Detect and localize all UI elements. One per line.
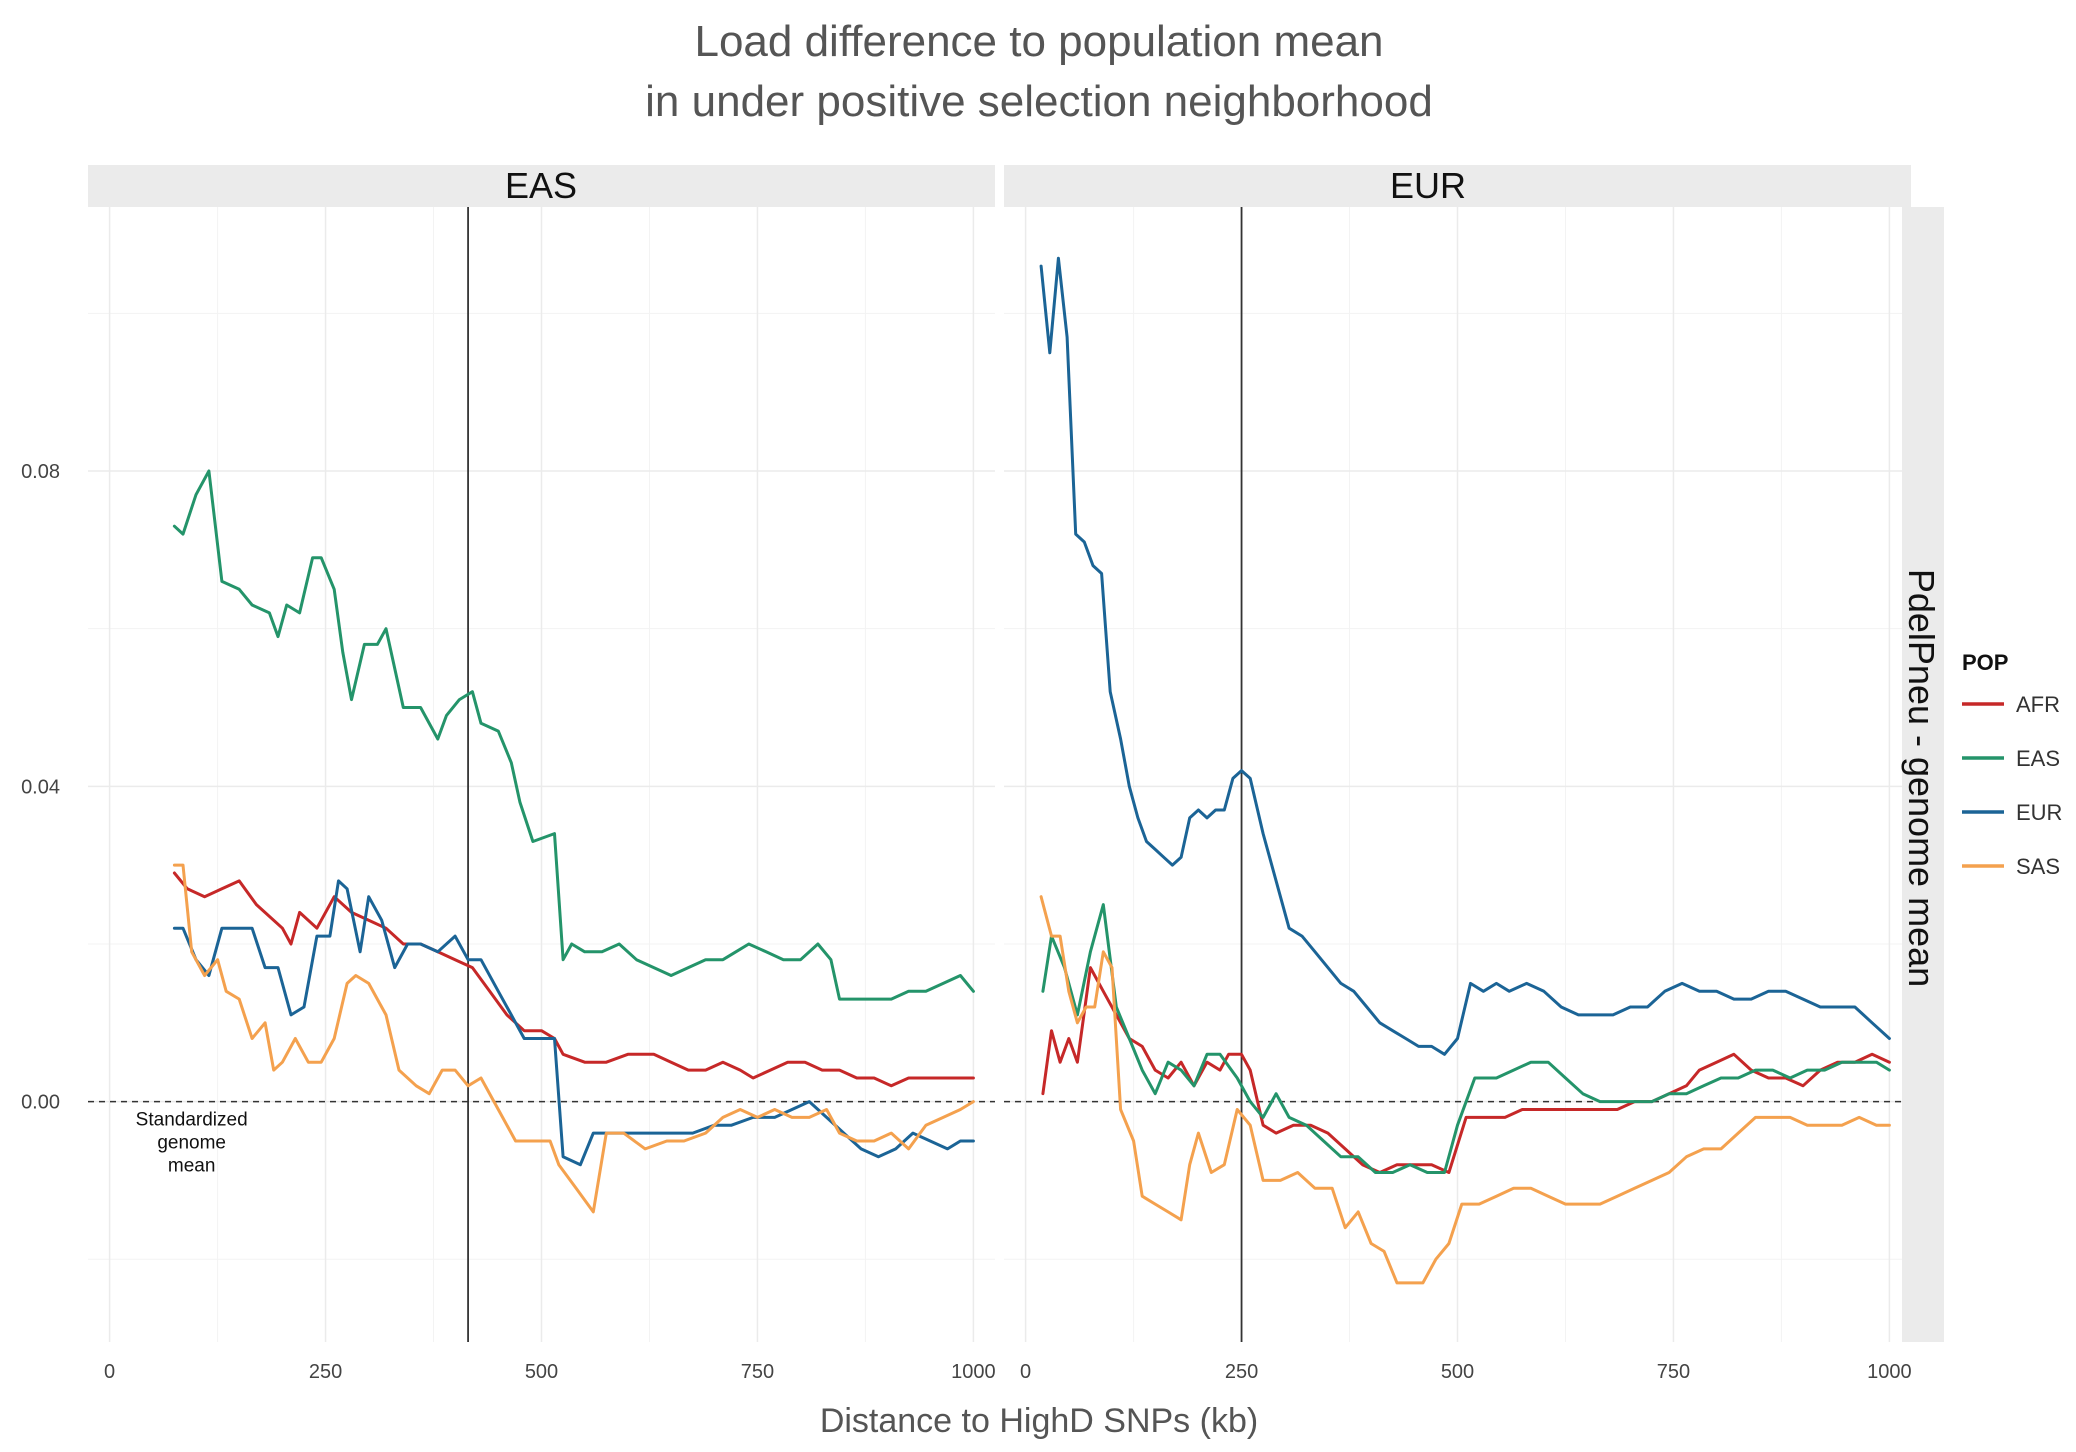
panel-eas-strip: [88, 165, 995, 207]
legend-label-eur: EUR: [2016, 800, 2062, 825]
x-tick-label: 1000: [951, 1361, 996, 1383]
panel-eur-strip-label: EUR: [1390, 165, 1466, 206]
y-axis: 0.00 0.04 0.08: [21, 461, 60, 1114]
x-tick-label: 500: [1441, 1361, 1474, 1383]
legend-label-eas: EAS: [2016, 746, 2060, 771]
series-line-afr-eas: [172, 871, 975, 1088]
x-tick-label: 250: [1225, 1361, 1258, 1383]
x-tick-label: 500: [525, 1361, 558, 1383]
legend-title: POP: [1962, 650, 2008, 675]
series-line-eur-eas: [172, 879, 975, 1167]
series-line-eas-eur: [1041, 903, 1891, 1174]
series-line-afr-eur: [1041, 966, 1891, 1174]
series-line-sas-eas: [172, 863, 975, 1214]
y-tick-label: 0.00: [21, 1092, 60, 1114]
x-tick-label: 750: [741, 1361, 774, 1383]
panel-eur: EUR 0 250 500 750 1000: [1004, 165, 1912, 1383]
y-axis-title: PdelPneu - genome mean: [1901, 569, 1942, 987]
panel-eur-plot: 0 250 500 750 1000: [1004, 207, 1912, 1383]
x-tick-label: 750: [1657, 1361, 1690, 1383]
x-tick-label: 0: [1020, 1361, 1031, 1383]
x-axis-title: Distance to HighD SNPs (kb): [820, 1402, 1258, 1440]
reference-line-annotation: genome: [157, 1133, 226, 1154]
legend-label-afr: AFR: [2016, 692, 2060, 717]
legend-label-sas: SAS: [2016, 854, 2060, 879]
series-line-eas-eas: [172, 469, 975, 1001]
series-line-eur-eur: [1039, 256, 1891, 1056]
chart-title-line-1: Load difference to population mean: [694, 17, 1383, 66]
chart-title-line-2: in under positive selection neighborhood: [645, 77, 1433, 126]
reference-line-annotation: Standardized: [136, 1110, 248, 1131]
panel-eas-strip-label: EAS: [505, 165, 577, 206]
y-axis-title-strip: [1902, 207, 1944, 1342]
x-tick-label: 0: [104, 1361, 115, 1383]
y-tick-label: 0.04: [21, 776, 60, 798]
legend-entries: AFR EAS EUR SAS: [1962, 692, 2062, 879]
series-line-sas-eur: [1039, 895, 1891, 1285]
x-tick-label: 250: [309, 1361, 342, 1383]
reference-line-annotation: mean: [168, 1156, 216, 1177]
y-tick-label: 0.08: [21, 461, 60, 483]
panel-eur-strip: [1004, 165, 1911, 207]
x-tick-label: 1000: [1867, 1361, 1912, 1383]
legend: POP AFR EAS EUR SAS: [1962, 650, 2062, 879]
